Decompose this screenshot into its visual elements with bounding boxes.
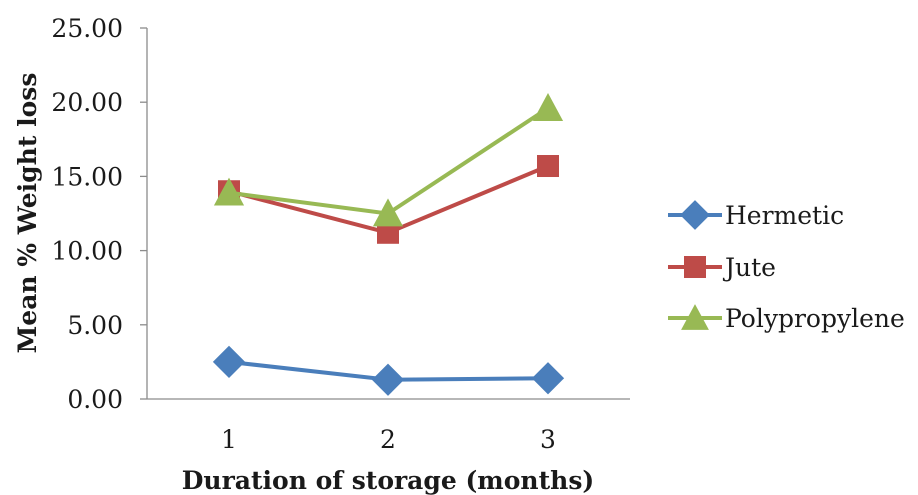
legend-label-jute: Jute <box>722 253 776 282</box>
y-axis-title: Mean % Weight loss <box>13 73 42 354</box>
legend-marker-jute <box>684 256 706 278</box>
hermetic-point <box>531 362 565 395</box>
y-tick-label: 0.00 <box>67 385 123 414</box>
series-hermetic <box>212 345 565 396</box>
hermetic-point <box>212 345 246 379</box>
y-tick-label: 15.00 <box>51 162 123 191</box>
legend: Hermetic Jute Polypropylene <box>668 200 905 333</box>
y-tick-label: 25.00 <box>51 14 123 43</box>
legend-item-jute: Jute <box>668 253 776 282</box>
x-tick-label: 1 <box>221 425 237 454</box>
y-tick-label: 20.00 <box>51 88 123 117</box>
legend-label-polypropylene: Polypropylene <box>725 304 905 333</box>
jute-point <box>377 221 399 244</box>
y-tick-label: 10.00 <box>51 237 123 266</box>
polypropylene-line <box>227 106 550 216</box>
y-tick-group: 0.00 5.00 10.00 15.00 20.00 25.00 <box>51 14 147 414</box>
series-group <box>212 93 565 396</box>
x-axis-title: Duration of storage (months) <box>182 466 594 495</box>
x-tick-label: 3 <box>540 425 556 454</box>
polypropylene-point <box>532 93 564 121</box>
polypropylene-point <box>213 177 245 206</box>
legend-item-hermetic: Hermetic <box>668 200 844 230</box>
polypropylene-point <box>372 198 404 227</box>
x-tick-group: 1 2 3 <box>221 425 556 454</box>
jute-point <box>537 155 559 178</box>
legend-item-polypropylene: Polypropylene <box>668 304 905 333</box>
legend-marker-polypropylene <box>681 304 709 330</box>
hermetic-point <box>371 363 405 396</box>
axes <box>146 28 630 400</box>
x-tick-label: 2 <box>380 425 396 454</box>
series-polypropylene <box>213 93 564 227</box>
legend-label-hermetic: Hermetic <box>725 201 844 230</box>
y-tick-label: 5.00 <box>67 311 123 340</box>
legend-marker-hermetic <box>680 200 710 230</box>
